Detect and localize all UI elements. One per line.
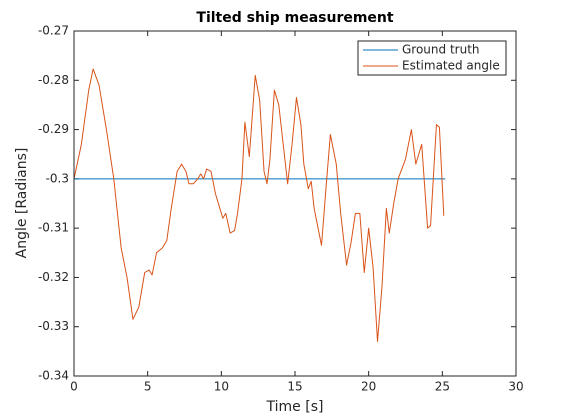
x-tick-label: 15 — [287, 380, 302, 394]
x-tick-label: 20 — [361, 380, 376, 394]
y-tick-label: -0.32 — [38, 270, 69, 284]
y-axis-label: Angle [Radians] — [14, 148, 30, 259]
x-tick-label: 30 — [508, 380, 523, 394]
x-tick-label: 5 — [144, 380, 152, 394]
y-tick-label: -0.28 — [38, 73, 69, 87]
y-tick-label: -0.27 — [38, 24, 69, 38]
x-tick-label: 25 — [435, 380, 450, 394]
legend-box — [357, 40, 507, 76]
chart-title: Tilted ship measurement — [196, 10, 394, 26]
axes-box — [73, 30, 517, 377]
y-tick-label: -0.33 — [38, 319, 69, 333]
x-tick-label: 10 — [214, 380, 229, 394]
y-tick-label: -0.31 — [38, 221, 69, 235]
y-tick-label: -0.29 — [38, 122, 69, 136]
y-tick-label: -0.34 — [38, 369, 69, 383]
plot-area — [74, 31, 516, 376]
y-tick-label: -0.3 — [46, 171, 69, 185]
legend-label: Ground truth — [402, 43, 480, 57]
x-tick-label: 0 — [70, 380, 78, 394]
legend-label: Estimated angle — [402, 59, 500, 73]
x-axis-label: Time [s] — [266, 399, 324, 415]
series-line — [73, 68, 445, 342]
